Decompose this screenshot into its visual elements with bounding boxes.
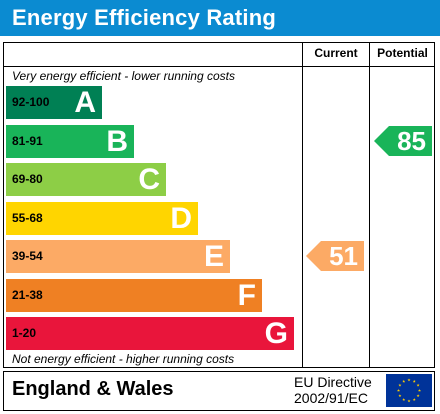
potential-rating-arrow-shape bbox=[374, 126, 432, 156]
band-f: 21-38 F bbox=[6, 279, 262, 312]
potential-rating-arrow: 85 bbox=[374, 126, 432, 156]
eu-star-icon bbox=[416, 383, 420, 387]
band-range: 39-54 bbox=[12, 249, 43, 263]
eu-star-icon bbox=[412, 379, 416, 383]
eu-star-icon bbox=[412, 397, 416, 401]
footer bbox=[3, 371, 435, 411]
band-range: 55-68 bbox=[12, 211, 43, 225]
divider-current bbox=[302, 42, 303, 368]
eu-star-icon bbox=[396, 388, 401, 392]
title-bar bbox=[0, 0, 440, 36]
band-letter: E bbox=[203, 240, 224, 273]
band-letter: D bbox=[170, 202, 192, 235]
eu-flag-icon bbox=[386, 374, 432, 407]
eu-star-icon bbox=[398, 394, 402, 398]
band-a: 92-100 A bbox=[6, 86, 102, 119]
eu-star-icon bbox=[402, 397, 406, 401]
band-c: 69-80 C bbox=[6, 163, 166, 196]
eu-star-icon bbox=[407, 378, 411, 382]
chart-title: Energy Efficiency Rating bbox=[12, 5, 276, 30]
footer-region: England & Wales bbox=[12, 378, 174, 400]
current-rating-arrow: 51 bbox=[306, 241, 364, 271]
potential-rating-arrow-value: 85 bbox=[397, 126, 426, 156]
band-letter: G bbox=[264, 317, 288, 350]
current-rating-arrow-shape bbox=[306, 241, 364, 271]
band-letter: B bbox=[106, 125, 128, 158]
current-rating-arrow-value: 51 bbox=[329, 241, 358, 271]
note-efficient: Very energy efficient - lower running co… bbox=[12, 69, 235, 83]
column-current-header: Current bbox=[314, 46, 358, 60]
directive-line-2: 2002/91/EC bbox=[294, 390, 368, 406]
note-inefficient: Not energy efficient - higher running co… bbox=[12, 352, 235, 366]
footer-directive: EU Directive 2002/91/EC bbox=[294, 374, 372, 406]
divider-potential bbox=[369, 42, 370, 368]
band-range: 1-20 bbox=[12, 326, 37, 340]
band-letter: A bbox=[74, 86, 96, 119]
band-e: 39-54 E bbox=[6, 240, 230, 273]
band-range: 21-38 bbox=[12, 288, 43, 302]
directive-line-1: EU Directive bbox=[294, 374, 372, 390]
band-range: 92-100 bbox=[12, 95, 50, 109]
rating-frame bbox=[3, 42, 435, 368]
band-d: 55-68 D bbox=[6, 202, 198, 235]
eu-star-icon bbox=[402, 379, 406, 383]
band-letter: F bbox=[237, 279, 256, 312]
eu-star-icon bbox=[417, 388, 422, 392]
eu-star-icon bbox=[407, 399, 411, 403]
band-letter: C bbox=[138, 163, 160, 196]
band-g: 1-20 G bbox=[6, 317, 294, 350]
band-range: 81-91 bbox=[12, 134, 43, 148]
band-b: 81-91 B bbox=[6, 125, 134, 158]
eu-star-icon bbox=[416, 394, 420, 398]
header-divider bbox=[3, 66, 435, 67]
column-potential-header: Potential bbox=[377, 46, 428, 60]
eu-star-icon bbox=[398, 383, 402, 387]
band-range: 69-80 bbox=[12, 172, 43, 186]
